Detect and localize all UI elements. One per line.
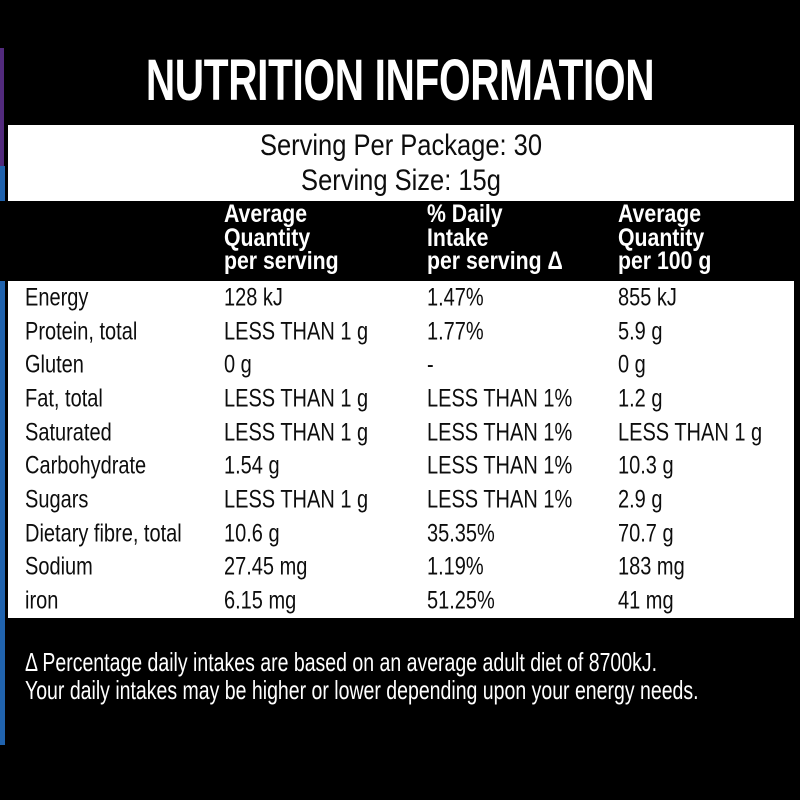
- table-row: iron 6.15 mg 51.25% 41 mg: [8, 584, 794, 618]
- nutrient-name-cell: Carbohydrate: [25, 451, 147, 480]
- nutrient-name-cell: Saturated: [25, 418, 112, 447]
- daily-intake-cell: -: [427, 350, 434, 379]
- serving-size: Serving Size: 15g: [301, 164, 501, 197]
- footnote-line-1: Δ Percentage daily intakes are based on …: [25, 647, 658, 677]
- daily-intake-cell: LESS THAN 1%: [427, 451, 573, 480]
- per-serving-cell: 6.15 mg: [224, 586, 297, 615]
- table-row: Sodium 27.45 mg 1.19% 183 mg: [8, 551, 794, 585]
- label-title: NUTRITION INFORMATION: [145, 48, 655, 113]
- per-100g-cell: 183 mg: [618, 552, 685, 581]
- nutrient-name-cell: Sugars: [25, 485, 89, 514]
- daily-intake-cell: 1.47%: [427, 283, 484, 312]
- per-serving-cell: LESS THAN 1 g: [224, 418, 369, 447]
- daily-intake-cell: LESS THAN 1%: [427, 418, 573, 447]
- nutrient-name-cell: Energy: [25, 283, 89, 312]
- per-100g-cell: 1.2 g: [618, 384, 663, 413]
- per-100g-cell: 70.7 g: [618, 519, 674, 548]
- nutrient-name-cell: Sodium: [25, 552, 93, 581]
- column-header-avg-per-100g: Average Quantity per 100 g: [618, 200, 712, 275]
- footnote-line-2: Your daily intakes may be higher or lowe…: [25, 675, 699, 705]
- per-100g-cell: 10.3 g: [618, 451, 674, 480]
- nutrient-name-cell: Gluten: [25, 350, 84, 379]
- per-100g-cell: LESS THAN 1 g: [618, 418, 763, 447]
- per-serving-cell: 27.45 mg: [224, 552, 308, 581]
- daily-intake-cell: 1.19%: [427, 552, 484, 581]
- table-row: Protein, total LESS THAN 1 g 1.77% 5.9 g: [8, 315, 794, 349]
- table-row: Energy 128 kJ 1.47% 855 kJ: [8, 281, 794, 315]
- purple-edge-stripe: [0, 48, 4, 166]
- per-100g-cell: 0 g: [618, 350, 646, 379]
- daily-intake-footnote: Δ Percentage daily intakes are based on …: [25, 648, 800, 704]
- table-row: Dietary fibre, total 10.6 g 35.35% 70.7 …: [8, 517, 794, 551]
- table-row: Saturated LESS THAN 1 g LESS THAN 1% LES…: [8, 416, 794, 450]
- table-row: Sugars LESS THAN 1 g LESS THAN 1% 2.9 g: [8, 483, 794, 517]
- table-row: Fat, total LESS THAN 1 g LESS THAN 1% 1.…: [8, 382, 794, 416]
- column-header-band: Average Quantity per serving % Daily Int…: [0, 201, 800, 281]
- per-100g-cell: 41 mg: [618, 586, 674, 615]
- serving-per-package: Serving Per Package: 30: [259, 129, 543, 162]
- nutrient-name-cell: Dietary fibre, total: [25, 519, 182, 548]
- per-serving-cell: 128 kJ: [224, 283, 283, 312]
- serving-info-panel: Serving Per Package: 30 Serving Size: 15…: [8, 125, 794, 201]
- daily-intake-cell: 51.25%: [427, 586, 495, 615]
- daily-intake-cell: LESS THAN 1%: [427, 485, 573, 514]
- per-serving-cell: 0 g: [224, 350, 252, 379]
- column-header-avg-per-serving: Average Quantity per serving: [224, 200, 339, 275]
- table-row: Gluten 0 g - 0 g: [8, 348, 794, 382]
- daily-intake-cell: 1.77%: [427, 317, 484, 346]
- per-serving-cell: LESS THAN 1 g: [224, 317, 369, 346]
- nutrient-name-cell: iron: [25, 586, 59, 615]
- nutrition-table: Energy 128 kJ 1.47% 855 kJ Protein, tota…: [8, 281, 794, 618]
- daily-intake-cell: 35.35%: [427, 519, 495, 548]
- daily-intake-cell: LESS THAN 1%: [427, 384, 573, 413]
- per-serving-cell: 1.54 g: [224, 451, 280, 480]
- nutrient-name-cell: Protein, total: [25, 317, 138, 346]
- column-header-daily-intake: % Daily Intake per serving Δ: [427, 200, 563, 275]
- per-serving-cell: 10.6 g: [224, 519, 280, 548]
- per-100g-cell: 2.9 g: [618, 485, 663, 514]
- per-100g-cell: 5.9 g: [618, 317, 663, 346]
- blue-edge-stripe: [0, 166, 5, 745]
- per-serving-cell: LESS THAN 1 g: [224, 485, 369, 514]
- per-serving-cell: LESS THAN 1 g: [224, 384, 369, 413]
- table-row: Carbohydrate 1.54 g LESS THAN 1% 10.3 g: [8, 449, 794, 483]
- nutrient-name-cell: Fat, total: [25, 384, 103, 413]
- per-100g-cell: 855 kJ: [618, 283, 677, 312]
